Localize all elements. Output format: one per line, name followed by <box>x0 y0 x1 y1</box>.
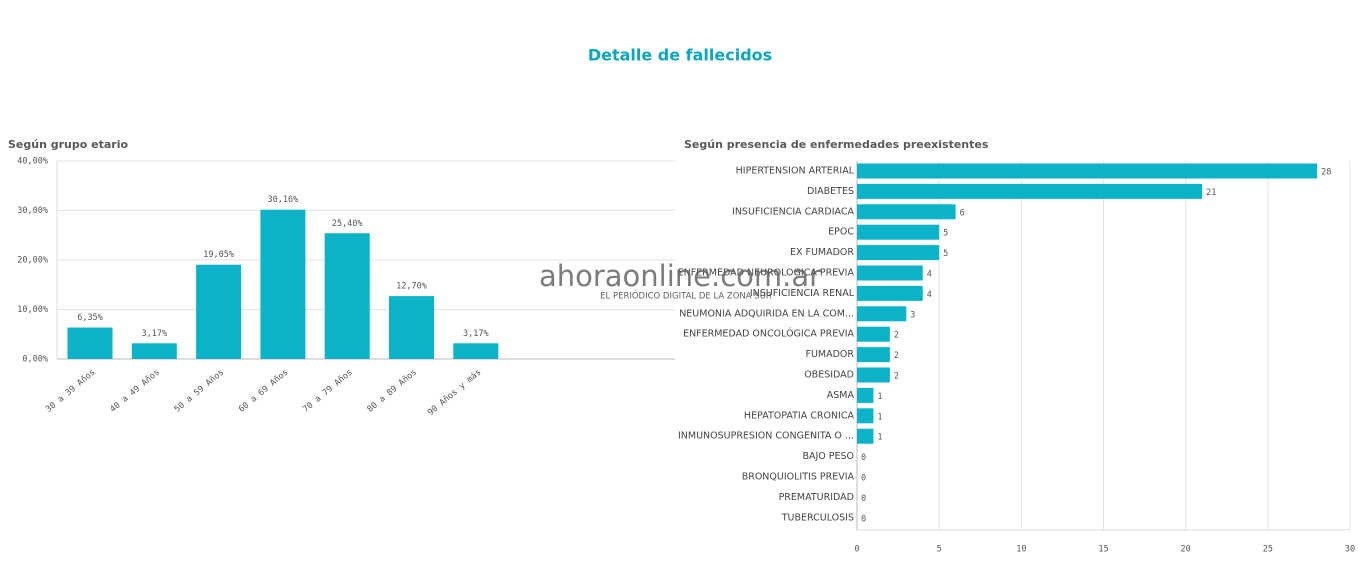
bar <box>67 327 113 359</box>
data-label: 3 <box>910 310 915 320</box>
y-tick-label: ENFERMEDAD NEUROLOGICA PREVIA <box>678 268 855 279</box>
y-tick-label: 40,00% <box>17 157 48 167</box>
x-tick-label: 20 <box>1181 545 1191 555</box>
y-tick-label: TUBERCULOSIS <box>781 512 854 523</box>
y-tick-label: ASMA <box>827 390 855 401</box>
x-tick-label: 40 a 49 Años <box>108 368 161 415</box>
watermark: ahoraonline.com.ar <box>539 259 821 293</box>
data-label: 1 <box>877 392 882 402</box>
x-tick-label: 30 <box>1345 545 1355 555</box>
y-tick-label: HIPERTENSION ARTERIAL <box>736 166 855 177</box>
data-label: 0 <box>861 514 866 524</box>
x-tick-label: 0 <box>854 545 859 555</box>
bar <box>196 264 242 359</box>
bar <box>857 204 956 220</box>
data-label: 12,70% <box>396 282 427 292</box>
data-label: 0 <box>861 453 866 463</box>
data-label: 19,05% <box>203 250 234 260</box>
x-tick-label: 70 a 79 Años <box>301 368 354 415</box>
data-label: 28 <box>1321 168 1331 178</box>
y-tick-label: HEPATOPATIA CRONICA <box>744 410 855 421</box>
bar <box>324 233 370 359</box>
x-tick-label: 15 <box>1098 545 1108 555</box>
bar <box>857 163 1318 179</box>
bar <box>857 347 890 363</box>
y-tick-label: INSUFICIENCIA RENAL <box>750 288 855 299</box>
data-label: 21 <box>1206 188 1216 198</box>
page-title: Detalle de fallecidos <box>588 46 772 65</box>
data-label: 2 <box>894 372 899 382</box>
x-tick-label: 30 a 39 Años <box>44 368 97 415</box>
y-tick-label: INSUFICIENCIA CARDIACA <box>732 206 854 217</box>
data-label: 0 <box>861 474 866 484</box>
data-label: 6,35% <box>77 313 103 323</box>
y-tick-label: PREMATURIDAD <box>779 492 854 503</box>
data-label: 0 <box>861 494 866 504</box>
y-tick-label: DIABETES <box>807 186 854 197</box>
bar <box>857 265 923 281</box>
x-tick-label: 25 <box>1263 545 1273 555</box>
bar <box>389 296 434 359</box>
bar <box>857 367 890 383</box>
x-tick-label: 5 <box>937 545 942 555</box>
y-tick-label: BRONQUIOLITIS PREVIA <box>742 472 855 483</box>
data-label: 3,17% <box>142 329 168 339</box>
bar <box>131 343 177 359</box>
bar <box>453 343 499 359</box>
data-label: 6 <box>960 208 965 218</box>
bar <box>857 408 874 424</box>
data-label: 1 <box>877 412 882 422</box>
y-tick-label: FUMADOR <box>805 349 854 360</box>
y-tick-label: INMUNOSUPRESION CONGENITA O ... <box>678 431 854 442</box>
y-tick-label: 30,00% <box>17 206 48 216</box>
x-tick-label: 60 a 69 Años <box>237 368 290 415</box>
bar <box>260 209 306 359</box>
data-label: 30,16% <box>268 195 299 205</box>
bar <box>857 306 907 322</box>
bar <box>857 428 874 444</box>
y-tick-label: 20,00% <box>17 256 48 266</box>
data-label: 2 <box>894 331 899 341</box>
data-label: 5 <box>943 229 948 239</box>
y-tick-label: EPOC <box>828 227 854 238</box>
bar <box>857 285 923 301</box>
x-tick-label: 80 a 89 Años <box>366 368 419 415</box>
y-tick-label: EX FUMADOR <box>790 247 854 258</box>
x-tick-label: 50 a 59 Años <box>173 368 226 415</box>
data-label: 25,40% <box>332 219 363 229</box>
y-tick-label: 0,00% <box>22 355 48 365</box>
y-tick-label: NEUMONIA ADQUIRIDA EN LA COM... <box>679 308 854 319</box>
watermark-tagline: EL PERIÓDICO DIGITAL DE LA ZONA SUR <box>600 290 772 302</box>
x-tick-label: 90 Años y más <box>426 368 483 418</box>
chart-title: Según presencia de enfermedades preexist… <box>684 138 989 151</box>
chart-title: Según grupo etario <box>8 138 128 151</box>
bar <box>857 224 940 240</box>
x-tick-label: 10 <box>1016 545 1026 555</box>
data-label: 2 <box>894 351 899 361</box>
y-tick-label: BAJO PESO <box>802 451 854 462</box>
bar <box>857 326 890 342</box>
y-tick-label: ENFERMEDAD ONCOLÓGICA PREVIA <box>683 328 854 340</box>
data-label: 4 <box>927 290 932 300</box>
data-label: 3,17% <box>463 329 489 339</box>
bar <box>857 183 1203 199</box>
data-label: 1 <box>877 433 882 443</box>
data-label: 4 <box>927 270 932 280</box>
y-tick-label: OBESIDAD <box>804 370 854 381</box>
data-label: 5 <box>943 249 948 259</box>
bar <box>857 245 940 261</box>
y-tick-label: 10,00% <box>17 305 48 315</box>
bar <box>857 387 874 403</box>
